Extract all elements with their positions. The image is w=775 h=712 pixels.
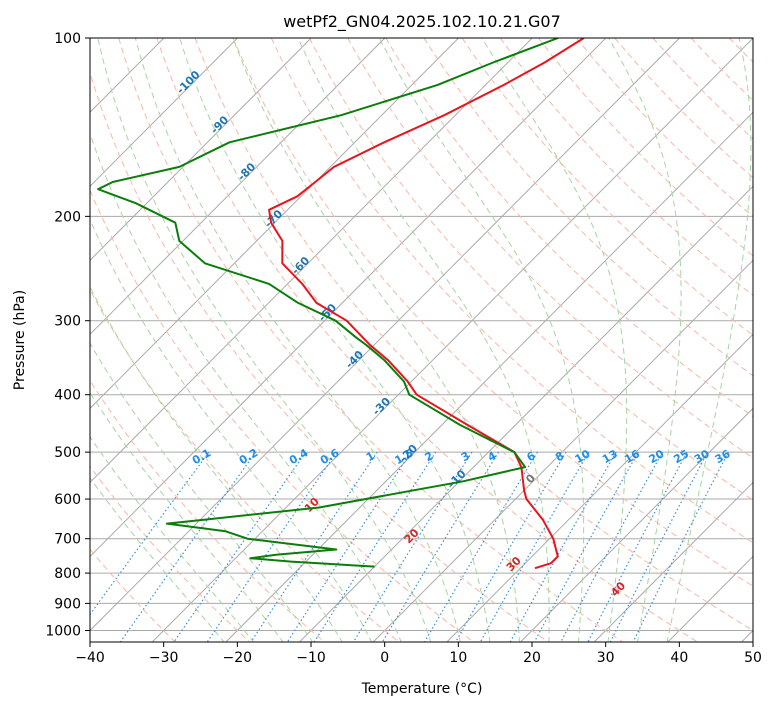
y-tick-label: 400 [54,388,81,404]
y-tick-label: 900 [54,596,81,612]
x-tick-label: −20 [223,650,253,666]
x-tick-label: −40 [75,650,105,666]
y-tick-label: 800 [54,566,81,582]
x-tick-label: −10 [296,650,326,666]
x-tick-label: 40 [670,650,688,666]
y-tick-label: 300 [54,314,81,330]
y-tick-label: 200 [54,209,81,225]
x-axis-label: Temperature (°C) [361,681,483,697]
y-axis-label: Pressure (hPa) [12,290,28,390]
x-tick-label: −30 [149,650,179,666]
y-tick-label: 1000 [45,624,81,640]
y-tick-label: 600 [54,492,81,508]
y-tick-label: 500 [54,445,81,461]
x-tick-label: 0 [380,650,389,666]
y-tick-label: 700 [54,532,81,548]
y-tick-label: 100 [54,31,81,47]
chart-title: wetPf2_GN04.2025.102.10.21.G07 [283,12,561,32]
x-tick-label: 10 [449,650,467,666]
x-tick-label: 30 [597,650,615,666]
x-tick-label: 20 [523,650,541,666]
x-tick-label: 50 [744,650,762,666]
